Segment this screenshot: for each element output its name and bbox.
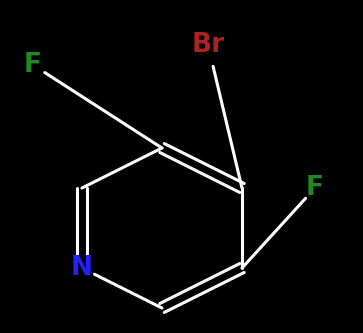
Text: F: F [24, 52, 42, 78]
Text: Br: Br [191, 32, 225, 58]
Text: N: N [71, 255, 93, 281]
Text: F: F [306, 175, 324, 201]
